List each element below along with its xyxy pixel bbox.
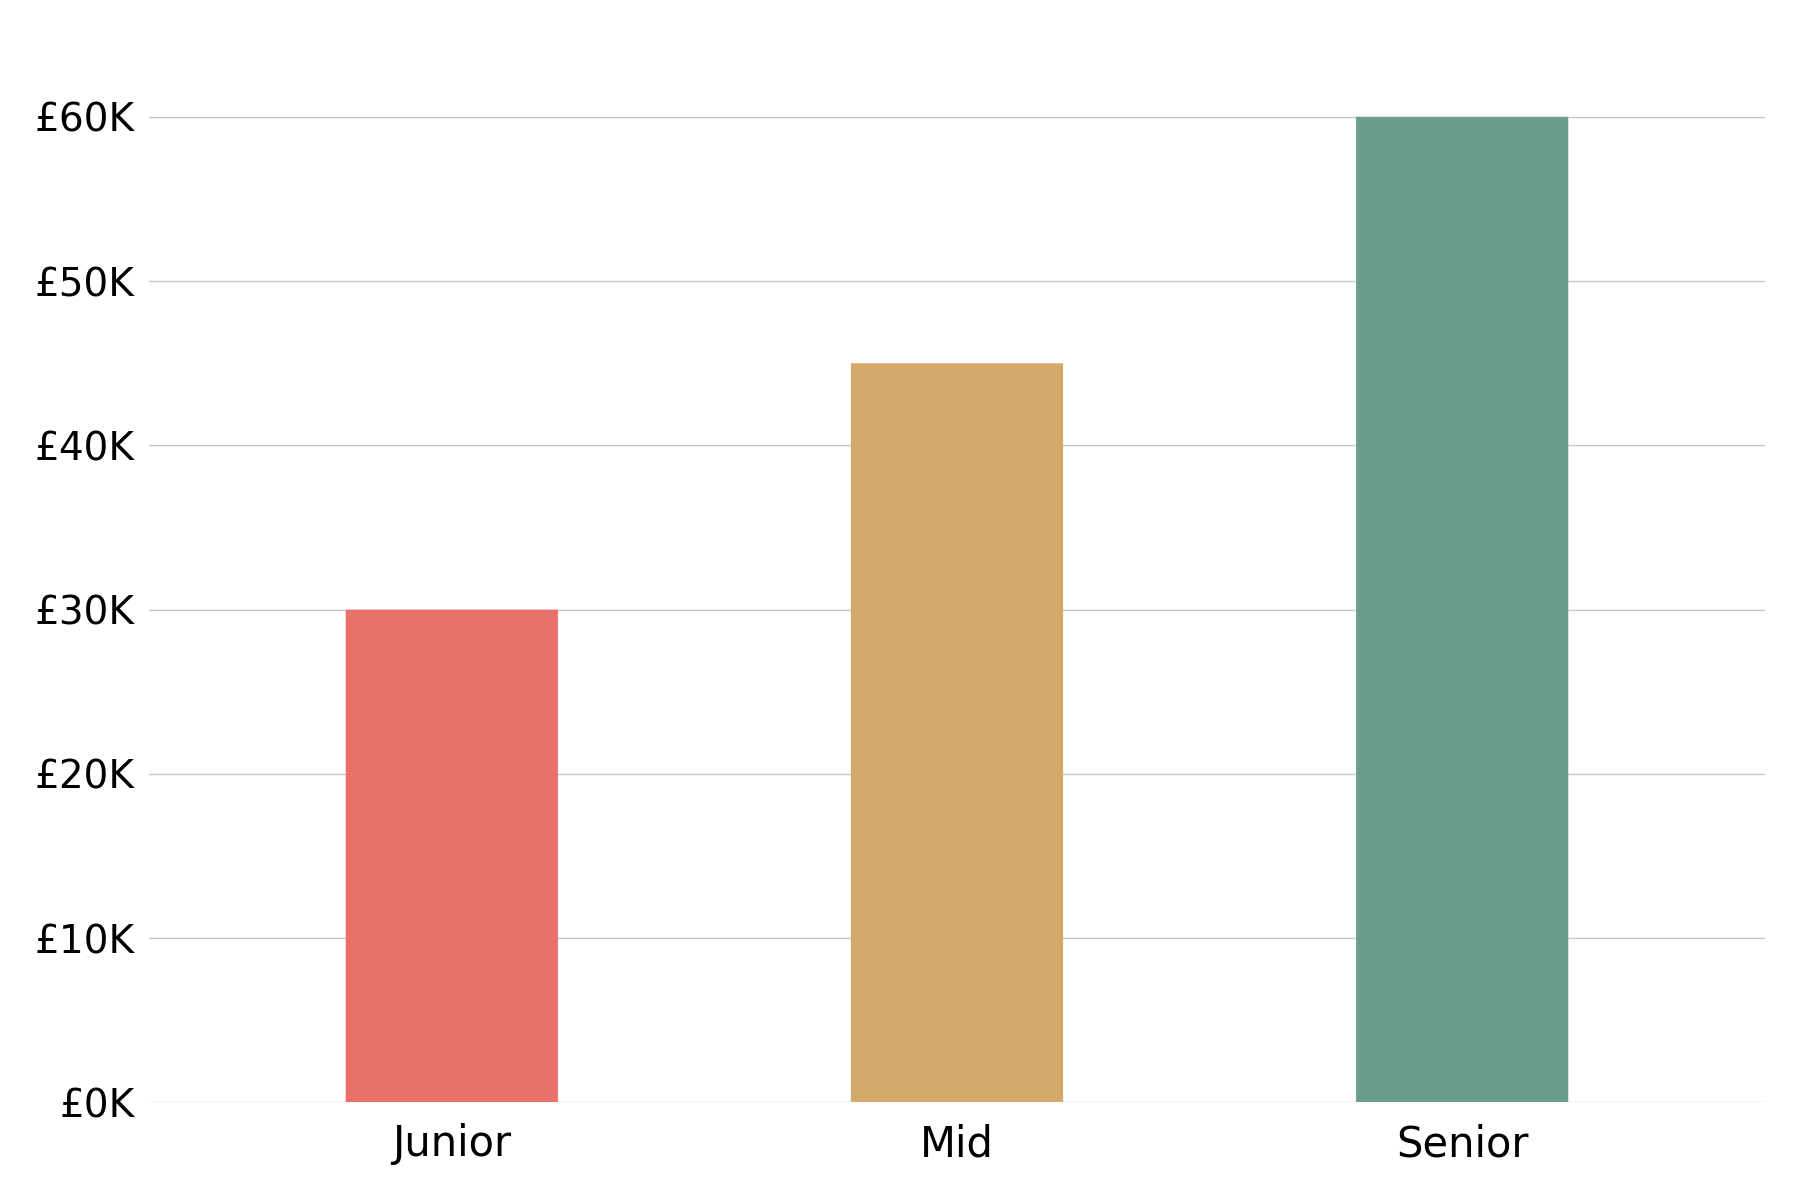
FancyBboxPatch shape [851, 364, 1064, 1103]
FancyBboxPatch shape [1355, 116, 1568, 1103]
FancyBboxPatch shape [346, 610, 558, 1103]
